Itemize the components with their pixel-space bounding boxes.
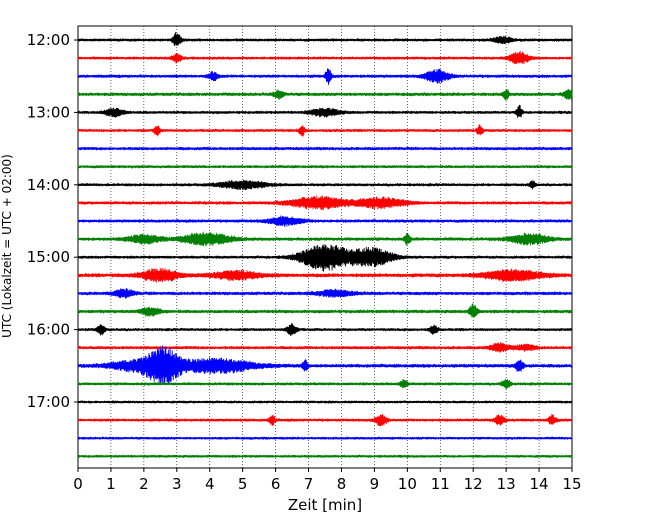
x-tick-label: 1: [106, 475, 116, 493]
x-axis-ticks: 0 1 2 3 4 5 6 7 8 9 10 11 12 13 14 15: [73, 468, 582, 493]
trace-1645: [77, 378, 573, 390]
trace-1230: [77, 68, 573, 86]
trace-1415: [77, 195, 573, 210]
x-tick-label: 6: [271, 475, 281, 493]
trace-1315: [77, 124, 573, 137]
trace-1715: [77, 413, 573, 427]
trace-1330: [77, 146, 573, 151]
trace-1445: [77, 231, 573, 247]
trace-1615: [77, 342, 573, 353]
trace-1430: [77, 215, 573, 227]
trace-1545: [77, 303, 573, 318]
trace-1500: [77, 244, 573, 272]
trace-1345: [77, 164, 573, 169]
trace-1515: [77, 267, 573, 283]
x-tick-label: 14: [530, 475, 549, 493]
y-tick-label: 13:00: [27, 103, 70, 121]
x-tick-label: 10: [398, 475, 417, 493]
x-tick-label: 15: [562, 475, 581, 493]
x-tick-label: 4: [205, 475, 215, 493]
trace-1700: [77, 400, 573, 404]
trace-1215: [77, 50, 573, 65]
trace-1730: [77, 436, 573, 440]
trace-1630: [77, 345, 573, 385]
x-tick-label: 0: [73, 475, 83, 493]
x-axis-label: Zeit [min]: [288, 496, 362, 514]
y-tick-label: 17:00: [27, 393, 70, 411]
y-tick-label: 14:00: [27, 176, 70, 194]
x-tick-label: 13: [497, 475, 516, 493]
y-tick-label: 12:00: [27, 31, 70, 49]
x-tick-label: 12: [464, 475, 483, 493]
plot-frame: [77, 25, 573, 469]
y-axis-ticks: 12:00 13:00 14:00 15:00 16:00 17:00: [27, 31, 78, 411]
x-tick-label: 9: [370, 475, 380, 493]
trace-1745: [77, 454, 573, 458]
trace-1600: [77, 323, 573, 336]
trace-1200: [77, 31, 573, 47]
x-tick-label: 2: [139, 475, 149, 493]
y-axis-label: UTC (Lokalzeit = UTC + 02:00): [0, 154, 14, 338]
trace-1245: [77, 88, 573, 101]
trace-1530: [77, 287, 573, 299]
trace-1400: [77, 179, 573, 191]
x-tick-label: 3: [172, 475, 182, 493]
x-tick-label: 5: [238, 475, 248, 493]
x-tick-label: 8: [337, 475, 347, 493]
y-tick-label: 16:00: [27, 321, 70, 339]
x-tick-label: 11: [431, 475, 450, 493]
y-tick-label: 15:00: [27, 248, 70, 266]
x-tick-label: 7: [304, 475, 314, 493]
trace-1300: [77, 104, 573, 118]
seismogram-traces: [77, 31, 573, 458]
